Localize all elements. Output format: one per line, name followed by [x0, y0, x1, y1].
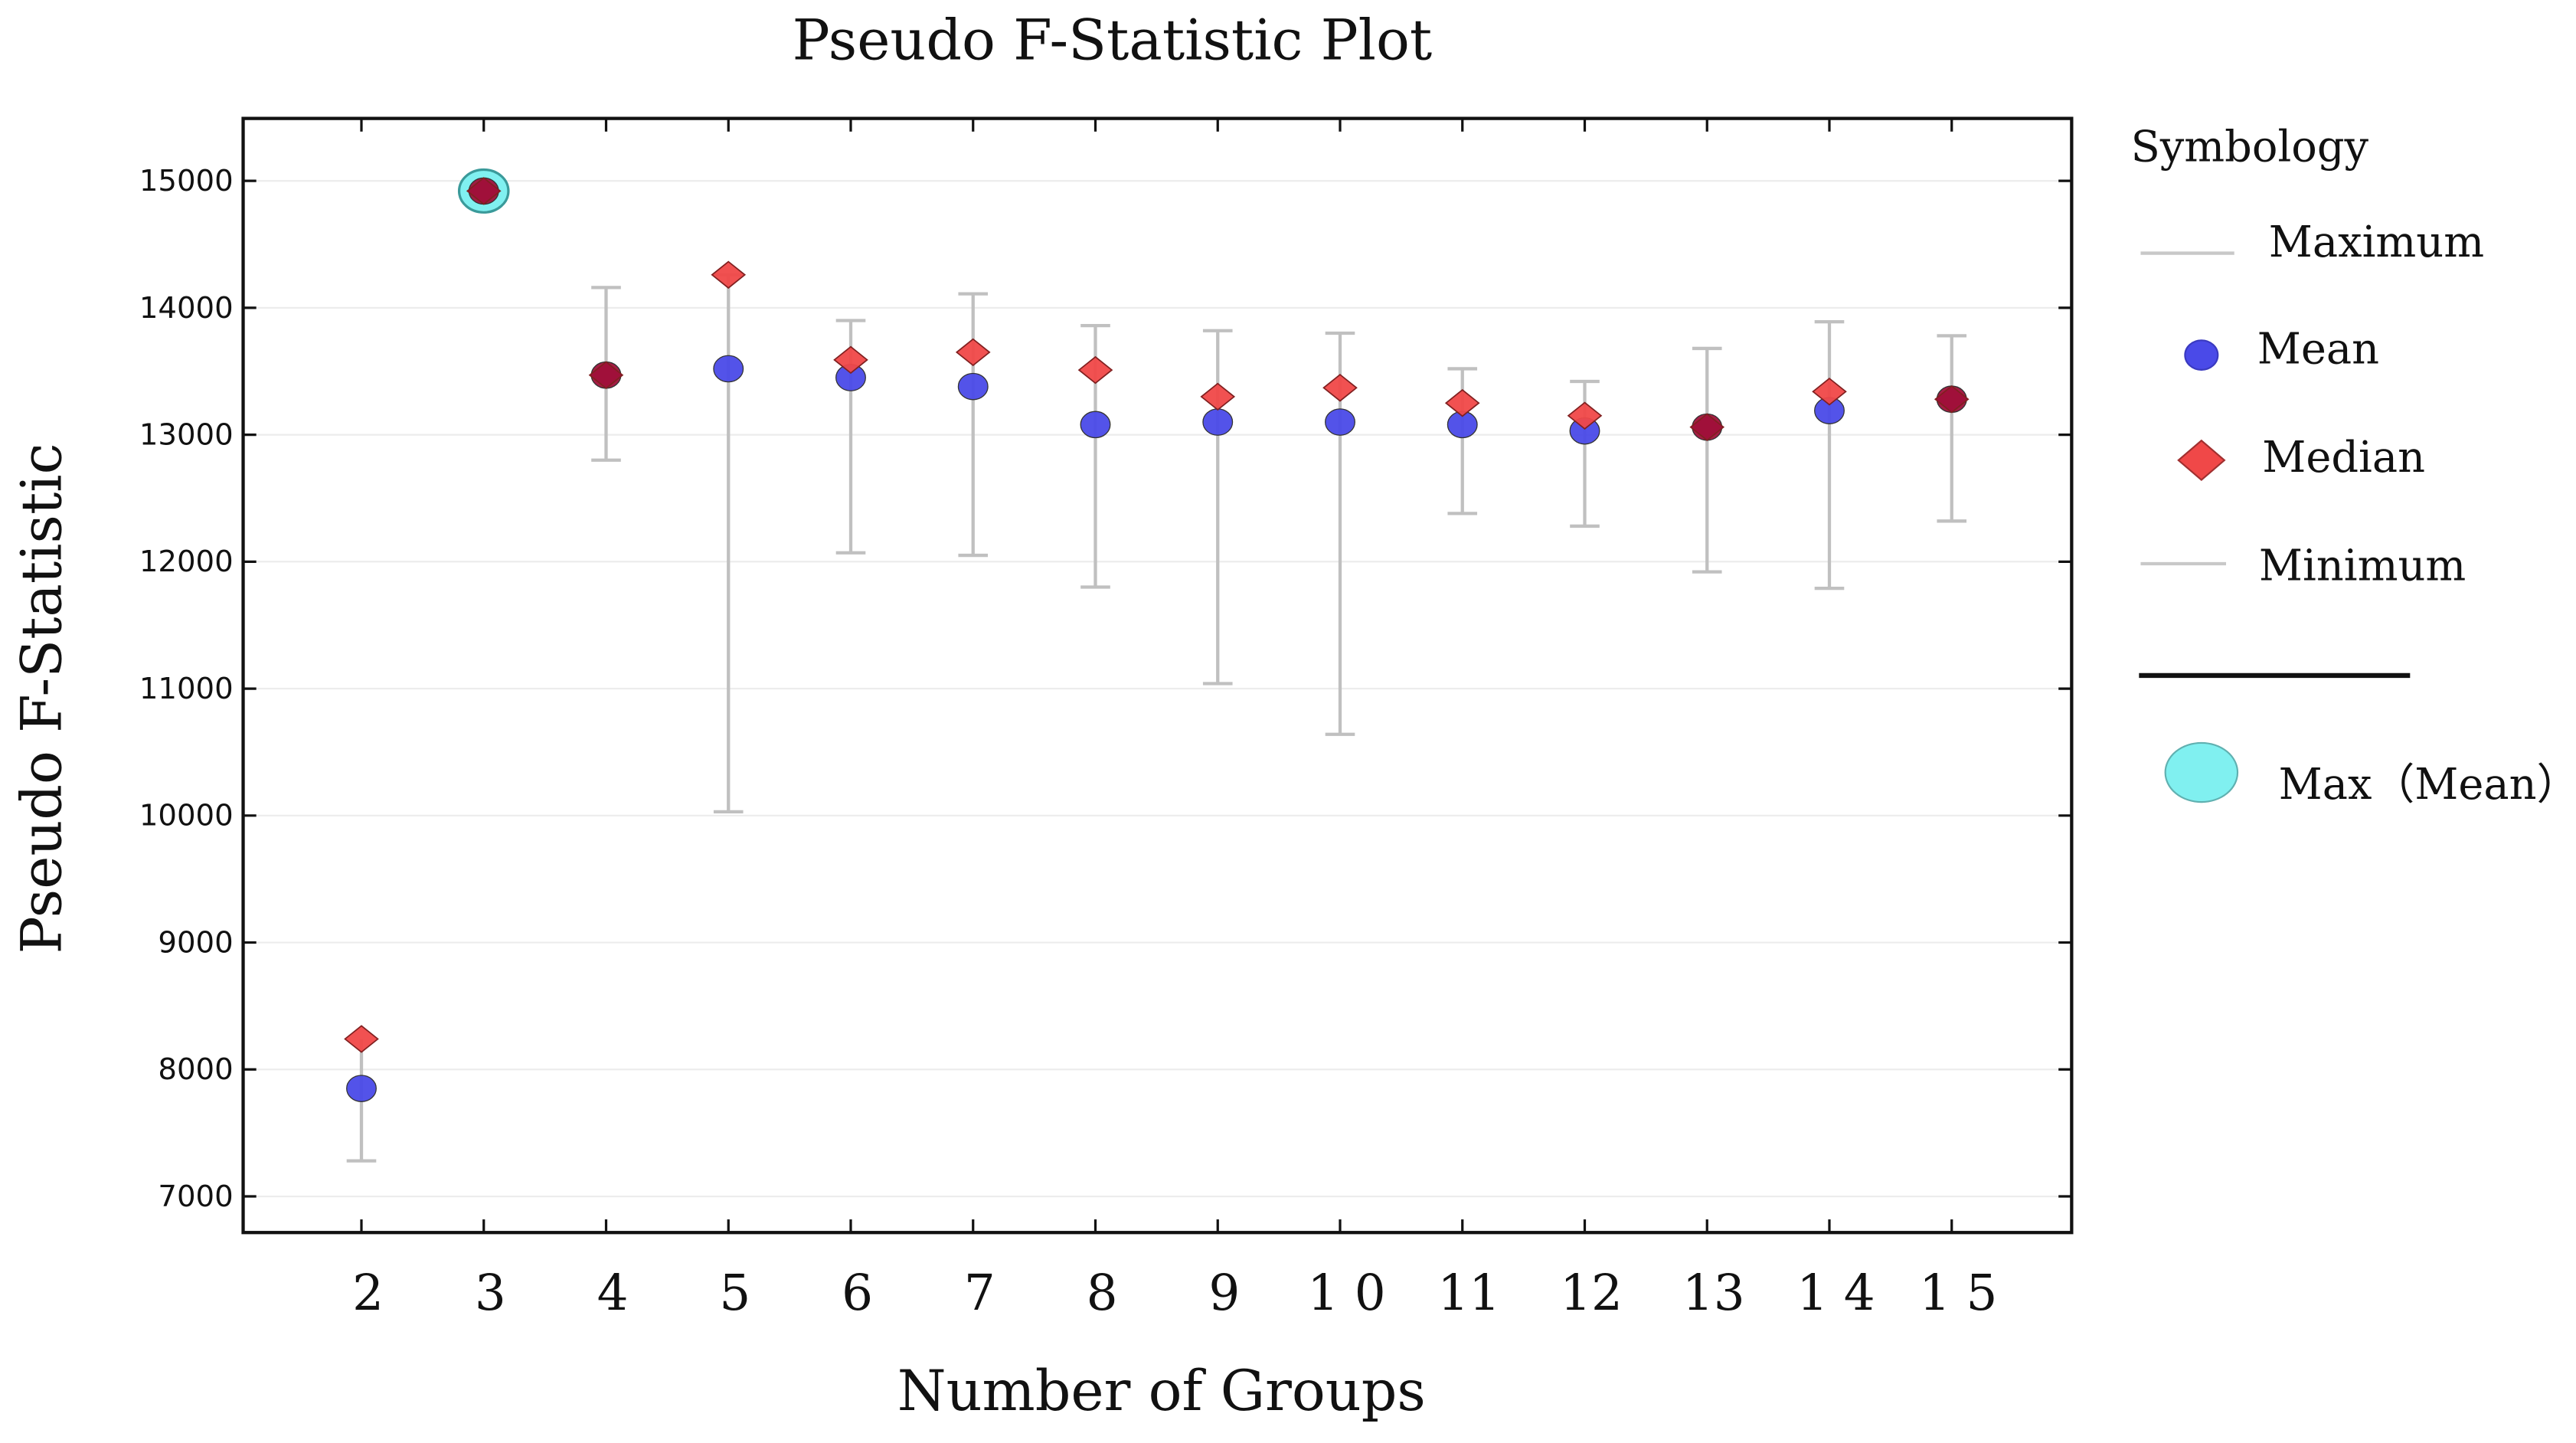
legend-max-mean-marker [2164, 741, 2239, 803]
x-tick-label: 3 [475, 1265, 506, 1322]
x-tick-label: 1 5 [1919, 1265, 1997, 1322]
x-tick-label: 2 [352, 1265, 384, 1322]
legend-mean-marker [2184, 339, 2219, 371]
legend-title: Symbology [2131, 122, 2369, 172]
legend-max-mean-label: Max（Mean） [2279, 760, 2576, 810]
median-point [711, 260, 747, 290]
x-tick-label: 4 [597, 1265, 629, 1322]
x-tick-label: 11 [1437, 1265, 1500, 1322]
median-point [1322, 374, 1358, 402]
mean-point [957, 372, 989, 401]
legend-maximum-label: Maximum [2269, 218, 2484, 267]
median-point [344, 1025, 379, 1053]
mean-point [1325, 408, 1355, 436]
y-tick-label: 7000 [158, 1180, 233, 1214]
median-point [1567, 401, 1603, 430]
median-point [1077, 355, 1113, 384]
x-tick-label: 8 [1087, 1265, 1118, 1322]
legend-minimum-label: Minimum [2259, 541, 2466, 591]
mean-point [1202, 408, 1234, 436]
x-tick-label: 6 [842, 1265, 873, 1322]
x-tick-label: 7 [964, 1265, 995, 1322]
legend-median-label: Median [2262, 433, 2425, 483]
median-point [1200, 382, 1236, 411]
legend-median-marker [2177, 439, 2226, 482]
median-point [1689, 413, 1725, 441]
median-point [1812, 378, 1847, 406]
median-point [588, 361, 624, 389]
x-axis-label: Number of Groups [897, 1359, 1426, 1424]
median-point [1444, 388, 1480, 417]
y-tick-label: 13000 [139, 417, 234, 452]
y-tick-label: 15000 [139, 164, 234, 198]
x-tick-label: 9 [1208, 1265, 1240, 1322]
y-tick-label: 10000 [139, 799, 234, 833]
y-tick-label: 9000 [158, 925, 233, 960]
y-axis-label: Pseudo F-Statistic [9, 443, 74, 954]
y-tick-label: 8000 [158, 1052, 233, 1087]
chart-title: Pseudo F-Statistic Plot [793, 8, 1433, 73]
y-tick-label: 14000 [139, 291, 234, 326]
x-tick-label: 12 [1560, 1265, 1623, 1322]
mean-point [346, 1075, 377, 1102]
x-tick-label: 1 4 [1796, 1265, 1875, 1322]
plot-frame [241, 116, 2074, 1235]
median-point [466, 177, 502, 205]
x-tick-label: 13 [1682, 1265, 1745, 1322]
x-tick-label: 1 0 [1307, 1265, 1385, 1322]
legend-mean-label: Mean [2257, 324, 2379, 374]
median-point [955, 338, 991, 367]
y-tick-label: 11000 [139, 672, 234, 706]
x-tick-label: 5 [719, 1265, 750, 1322]
median-point [833, 345, 868, 375]
mean-point [1080, 411, 1111, 439]
mean-point [713, 355, 744, 383]
y-tick-label: 12000 [139, 545, 234, 579]
legend: Symbology Maximum Mean Median Minimum Ma… [2131, 122, 2576, 809]
median-point [1934, 384, 1970, 414]
